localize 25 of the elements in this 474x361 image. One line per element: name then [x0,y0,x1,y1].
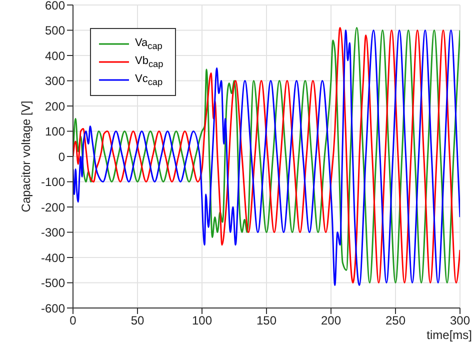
y-tick-label: 500 [44,24,66,38]
y-tick-label: -100 [40,175,66,190]
x-tick-label: 300 [450,314,470,328]
x-tick-label: 50 [130,314,144,328]
y-axis-title: Capacitor voltage [V] [19,100,33,212]
x-axis-title: time[ms] [426,328,472,342]
legend-label: Vc$_{cap}$ [135,72,163,88]
y-tick-label: 300 [44,74,66,88]
y-tick-label: 100 [44,124,66,139]
x-tick-label: 250 [385,314,406,328]
y-tick-label: -600 [40,301,66,316]
x-tick-label: 200 [320,314,342,328]
legend-label: Va$_{cap}$ [135,36,162,52]
y-tick-label: 0 [58,150,66,164]
y-tick-label: 200 [44,99,66,114]
x-tick-label: 100 [192,314,212,328]
y-tick-label: -400 [40,250,66,265]
x-tick-label: 150 [256,314,277,328]
legend-label: Vb$_{cap}$ [135,54,164,70]
y-tick-label: -500 [40,276,66,290]
y-tick-label: -200 [40,200,66,214]
y-tick-label: 600 [44,0,66,12]
y-tick-label: 400 [44,48,66,63]
y-tick-label: -300 [40,226,66,240]
x-tick-label: 0 [70,314,77,328]
